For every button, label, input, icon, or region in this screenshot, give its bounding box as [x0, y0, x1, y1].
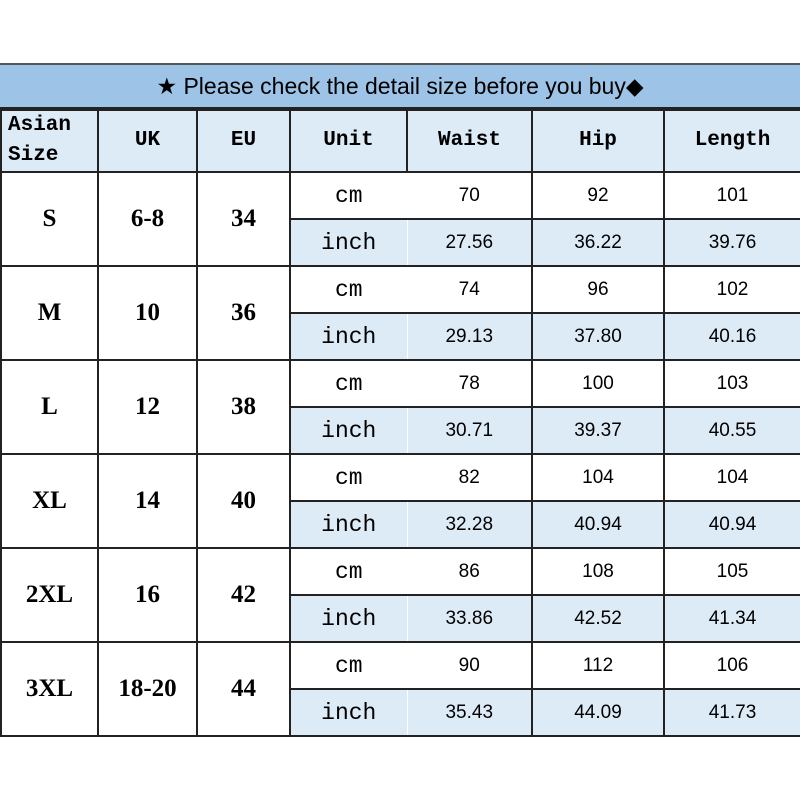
- cell-asian: S: [0, 171, 99, 267]
- cell-uk: 6-8: [97, 171, 198, 267]
- header-hip: Hip: [531, 109, 665, 173]
- cell-unit: inch: [289, 688, 408, 737]
- cell-eu: 40: [196, 453, 291, 549]
- cell-value: 101: [663, 171, 800, 220]
- cell-value: 78: [406, 359, 533, 408]
- cell-asian: 2XL: [0, 547, 99, 643]
- header-unit: Unit: [289, 109, 408, 173]
- table-row-cm: XL 14 40 cm 82 104 104: [0, 453, 800, 549]
- table-row-inch: inch 27.56 36.22 39.76: [1, 218, 800, 267]
- cell-uk: 18-20: [97, 641, 198, 737]
- cell-eu: 42: [196, 547, 291, 643]
- cell-unit: cm: [289, 641, 408, 690]
- cell-uk: 12: [97, 359, 198, 455]
- table-row-cm: 3XL 18-20 44 cm 90 112 106: [0, 641, 800, 737]
- header-uk: UK: [97, 109, 198, 173]
- cell-value: 104: [531, 453, 665, 502]
- cell-value: 42.52: [531, 594, 665, 643]
- cell-value: 40.16: [663, 312, 800, 361]
- cell-unit: cm: [289, 265, 408, 314]
- cell-eu: 34: [196, 171, 291, 267]
- cell-value: 41.34: [663, 594, 800, 643]
- table-row-cm: M 10 36 cm 74 96 102: [0, 265, 800, 361]
- cell-unit: inch: [289, 218, 408, 267]
- cell-unit: cm: [289, 359, 408, 408]
- cell-value: 40.94: [663, 500, 800, 549]
- cell-value: 37.80: [531, 312, 665, 361]
- cell-unit: cm: [289, 453, 408, 502]
- size-chart: ★ Please check the detail size before yo…: [0, 63, 800, 737]
- cell-uk: 10: [97, 265, 198, 361]
- cell-value: 27.56: [406, 218, 533, 267]
- cell-asian: 3XL: [0, 641, 99, 737]
- cell-asian: XL: [0, 453, 99, 549]
- cell-value: 96: [531, 265, 665, 314]
- cell-value: 40.55: [663, 406, 800, 455]
- size-table: Asian Size UK EU Unit Waist Hip Length S 6-8 34 c…: [0, 109, 800, 737]
- header-asian-size: Asian Size: [0, 109, 99, 173]
- cell-value: 100: [531, 359, 665, 408]
- cell-eu: 36: [196, 265, 291, 361]
- cell-value: 104: [663, 453, 800, 502]
- cell-value: 29.13: [406, 312, 533, 361]
- cell-value: 70: [406, 171, 533, 220]
- cell-eu: 38: [196, 359, 291, 455]
- table-row-inch: inch 30.71 39.37 40.55: [1, 406, 800, 455]
- table-row-inch: inch 35.43 44.09 41.73: [1, 688, 800, 737]
- cell-unit: cm: [289, 547, 408, 596]
- cell-value: 102: [663, 265, 800, 314]
- cell-unit: inch: [289, 406, 408, 455]
- table-row-inch: inch 29.13 37.80 40.16: [1, 312, 800, 361]
- cell-value: 39.37: [531, 406, 665, 455]
- table-row-inch: inch 33.86 42.52 41.34: [1, 594, 800, 643]
- cell-value: 112: [531, 641, 665, 690]
- cell-value: 35.43: [406, 688, 533, 737]
- cell-eu: 44: [196, 641, 291, 737]
- cell-value: 41.73: [663, 688, 800, 737]
- cell-unit: inch: [289, 594, 408, 643]
- cell-value: 108: [531, 547, 665, 596]
- header-eu: EU: [196, 109, 291, 173]
- cell-value: 74: [406, 265, 533, 314]
- cell-value: 105: [663, 547, 800, 596]
- cell-value: 82: [406, 453, 533, 502]
- cell-unit: inch: [289, 312, 408, 361]
- table-row-cm: S 6-8 34 cm 70 92 101: [0, 171, 800, 267]
- cell-value: 106: [663, 641, 800, 690]
- cell-value: 32.28: [406, 500, 533, 549]
- cell-value: 40.94: [531, 500, 665, 549]
- cell-uk: 16: [97, 547, 198, 643]
- cell-value: 30.71: [406, 406, 533, 455]
- header-length: Length: [663, 109, 800, 173]
- chart-title: ★ Please check the detail size before yo…: [0, 63, 800, 109]
- cell-unit: inch: [289, 500, 408, 549]
- table-row-inch: inch 32.28 40.94 40.94: [1, 500, 800, 549]
- cell-value: 92: [531, 171, 665, 220]
- cell-asian: L: [0, 359, 99, 455]
- cell-value: 36.22: [531, 218, 665, 267]
- cell-value: 86: [406, 547, 533, 596]
- cell-value: 39.76: [663, 218, 800, 267]
- cell-uk: 14: [97, 453, 198, 549]
- table-row-cm: 2XL 16 42 cm 86 108 105: [0, 547, 800, 643]
- header-waist: Waist: [406, 109, 533, 173]
- cell-value: 33.86: [406, 594, 533, 643]
- cell-asian: M: [0, 265, 99, 361]
- cell-value: 90: [406, 641, 533, 690]
- cell-unit: cm: [289, 171, 408, 220]
- cell-value: 44.09: [531, 688, 665, 737]
- table-row-cm: L 12 38 cm 78 100 103: [0, 359, 800, 455]
- cell-value: 103: [663, 359, 800, 408]
